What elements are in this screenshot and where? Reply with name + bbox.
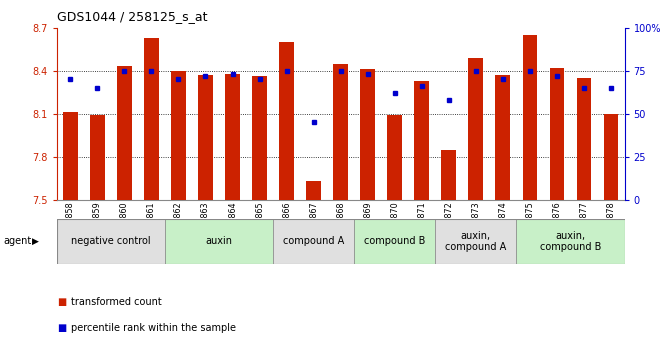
- Text: compound B: compound B: [364, 237, 426, 246]
- Bar: [306, 181, 321, 200]
- Text: percentile rank within the sample: percentile rank within the sample: [71, 323, 236, 333]
- Bar: [171, 71, 186, 200]
- Text: agent: agent: [3, 237, 31, 246]
- Text: ■: ■: [57, 297, 66, 307]
- Text: ■: ■: [57, 323, 66, 333]
- Bar: [436, 219, 516, 264]
- Bar: [496, 75, 510, 200]
- Bar: [165, 219, 273, 264]
- Bar: [90, 115, 105, 200]
- Bar: [273, 219, 354, 264]
- Bar: [522, 35, 537, 200]
- Bar: [550, 68, 564, 200]
- Bar: [360, 69, 375, 200]
- Bar: [516, 219, 625, 264]
- Text: transformed count: transformed count: [71, 297, 162, 307]
- Text: negative control: negative control: [71, 237, 151, 246]
- Bar: [468, 58, 484, 200]
- Bar: [117, 66, 132, 200]
- Bar: [576, 78, 591, 200]
- Bar: [604, 114, 619, 200]
- Text: auxin,
compound A: auxin, compound A: [446, 231, 506, 252]
- Bar: [252, 77, 267, 200]
- Text: auxin: auxin: [206, 237, 232, 246]
- Bar: [144, 38, 159, 200]
- Text: auxin,
compound B: auxin, compound B: [540, 231, 601, 252]
- Text: ▶: ▶: [32, 237, 39, 246]
- Bar: [198, 75, 213, 200]
- Bar: [442, 150, 456, 200]
- Text: GDS1044 / 258125_s_at: GDS1044 / 258125_s_at: [57, 10, 207, 23]
- Bar: [279, 42, 294, 200]
- Bar: [333, 63, 348, 200]
- Bar: [387, 115, 402, 200]
- Bar: [63, 112, 77, 200]
- Bar: [57, 219, 165, 264]
- Bar: [354, 219, 436, 264]
- Text: compound A: compound A: [283, 237, 344, 246]
- Bar: [225, 73, 240, 200]
- Bar: [414, 81, 430, 200]
